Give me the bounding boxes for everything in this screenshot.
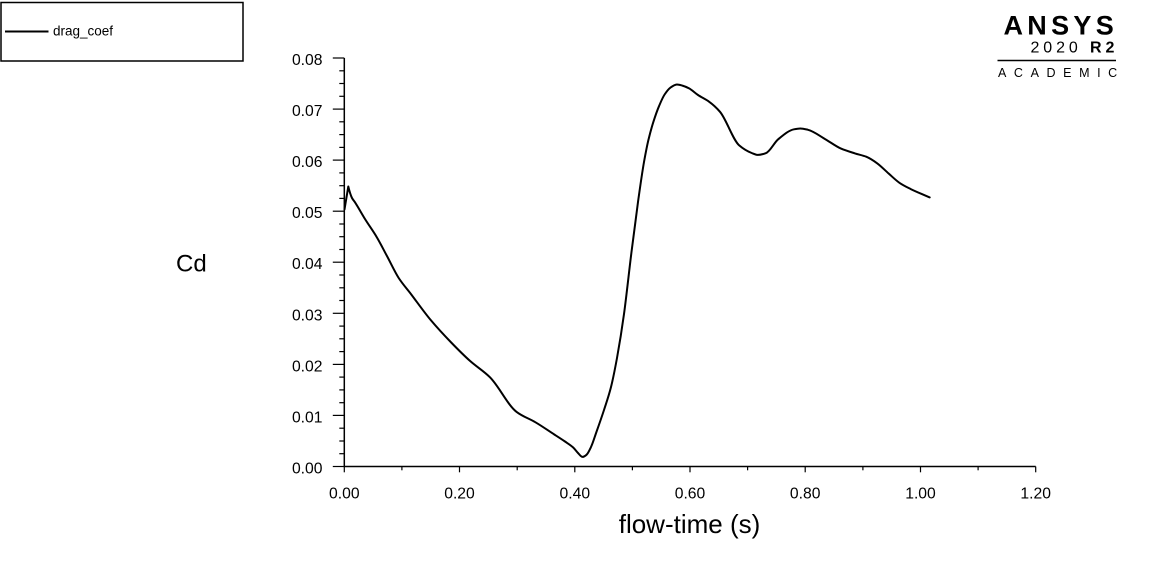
- svg-text:0.02: 0.02: [292, 358, 323, 375]
- svg-text:0.07: 0.07: [292, 103, 323, 120]
- svg-text:drag_coef: drag_coef: [53, 24, 113, 39]
- svg-text:0.08: 0.08: [292, 52, 323, 69]
- svg-text:0.00: 0.00: [292, 461, 323, 478]
- svg-text:0.03: 0.03: [292, 307, 323, 324]
- svg-text:1.00: 1.00: [905, 485, 936, 502]
- svg-text:Cd: Cd: [176, 250, 207, 277]
- svg-text:0.80: 0.80: [790, 485, 821, 502]
- svg-text:2020 R2: 2020 R2: [1031, 40, 1119, 57]
- svg-text:0.00: 0.00: [329, 485, 360, 502]
- svg-text:0.40: 0.40: [560, 485, 591, 502]
- svg-text:0.06: 0.06: [292, 154, 323, 171]
- svg-text:0.05: 0.05: [292, 205, 323, 222]
- svg-text:1.20: 1.20: [1020, 485, 1051, 502]
- svg-text:0.20: 0.20: [444, 485, 475, 502]
- svg-text:0.04: 0.04: [292, 256, 323, 273]
- svg-text:0.01: 0.01: [292, 409, 323, 426]
- svg-text:ANSYS: ANSYS: [1004, 11, 1119, 41]
- svg-text:ACADEMIC: ACADEMIC: [998, 66, 1125, 80]
- svg-text:0.60: 0.60: [675, 485, 706, 502]
- svg-text:flow-time (s): flow-time (s): [619, 509, 761, 539]
